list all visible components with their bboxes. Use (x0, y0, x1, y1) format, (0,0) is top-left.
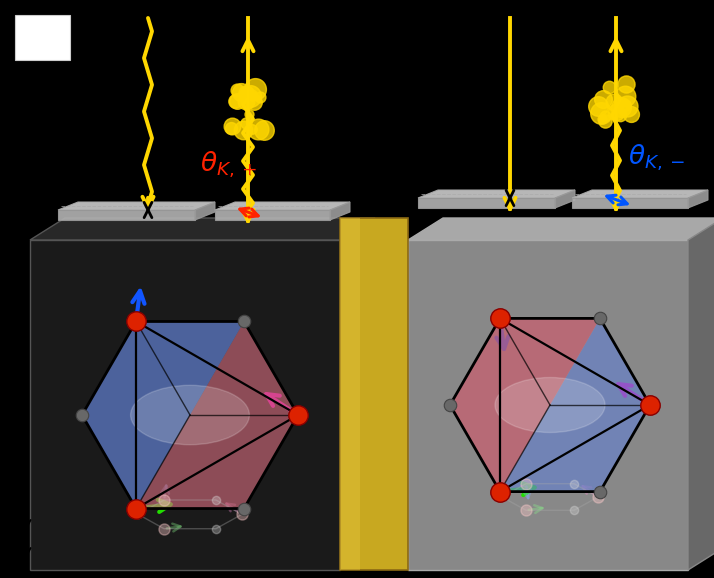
Polygon shape (340, 218, 360, 570)
Polygon shape (450, 318, 650, 492)
Polygon shape (82, 321, 298, 509)
Polygon shape (82, 321, 244, 509)
Polygon shape (688, 218, 714, 570)
Polygon shape (30, 240, 340, 570)
Text: $\theta_{K,+}$: $\theta_{K,+}$ (200, 150, 257, 180)
Bar (15, 15, 70, 60)
Polygon shape (500, 318, 650, 492)
Polygon shape (215, 210, 330, 220)
Polygon shape (30, 218, 375, 240)
Ellipse shape (495, 377, 605, 432)
Polygon shape (418, 198, 555, 208)
Polygon shape (450, 318, 600, 492)
Polygon shape (408, 240, 688, 570)
Polygon shape (418, 190, 575, 198)
Polygon shape (330, 202, 350, 220)
Polygon shape (58, 202, 215, 210)
Polygon shape (340, 218, 375, 570)
Polygon shape (572, 198, 688, 208)
Polygon shape (408, 218, 714, 240)
Polygon shape (58, 210, 195, 220)
Polygon shape (195, 202, 215, 220)
Ellipse shape (131, 386, 249, 444)
Polygon shape (136, 321, 298, 509)
Polygon shape (555, 190, 575, 208)
Polygon shape (688, 190, 708, 208)
Polygon shape (340, 218, 408, 570)
Text: $\theta_{K,-}$: $\theta_{K,-}$ (628, 143, 685, 173)
Polygon shape (572, 190, 708, 198)
Polygon shape (215, 202, 350, 210)
